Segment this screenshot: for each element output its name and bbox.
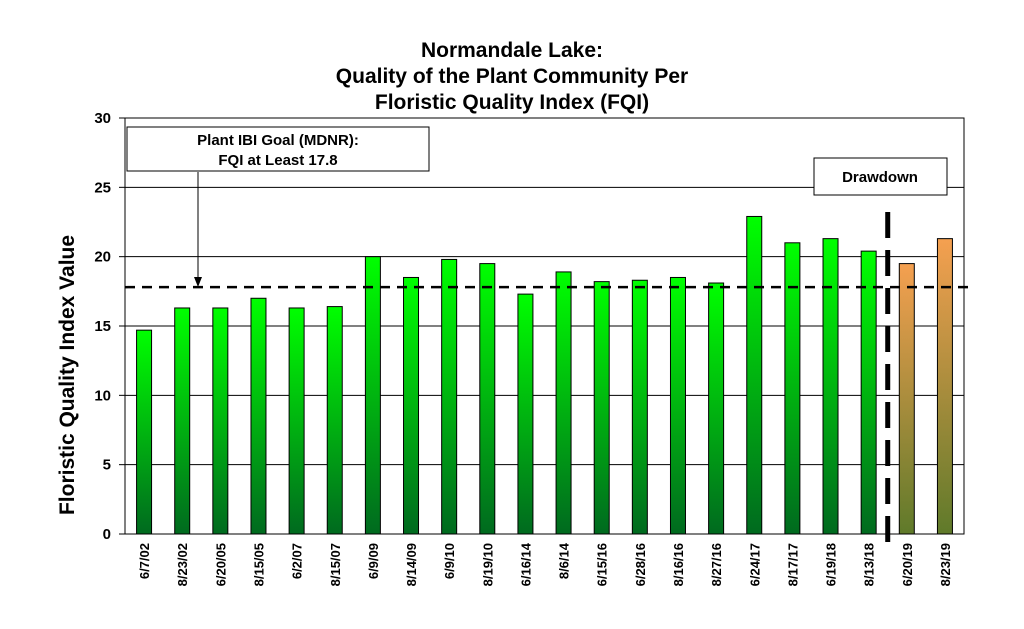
bar-8-13-18 bbox=[860, 250, 877, 535]
x-tick-label-6-9-09: 6/9/09 bbox=[366, 543, 381, 579]
x-tick-label-6-19-18: 6/19/18 bbox=[824, 543, 839, 586]
x-tick-label-8-15-05: 8/15/05 bbox=[251, 543, 266, 586]
x-tick-label-8-6-14: 8/6/14 bbox=[557, 542, 572, 579]
bar-8-23-02 bbox=[174, 307, 191, 535]
y-tick-label-30: 30 bbox=[94, 110, 111, 127]
bar-6-19-18 bbox=[822, 238, 839, 535]
x-tick-label-6-20-19: 6/20/19 bbox=[900, 543, 915, 586]
x-tick-label-8-13-18: 8/13/18 bbox=[862, 543, 877, 586]
x-tick-label-8-23-19: 8/23/19 bbox=[938, 543, 953, 586]
y-tick-label-25: 25 bbox=[94, 179, 111, 196]
bars bbox=[136, 215, 953, 535]
x-tick-label-6-28-16: 6/28/16 bbox=[633, 543, 648, 586]
bar-6-15-16 bbox=[593, 281, 610, 535]
x-tick-label-6-7-02: 6/7/02 bbox=[137, 543, 152, 579]
x-tick-label-6-15-16: 6/15/16 bbox=[595, 543, 610, 586]
bar-8-16-16 bbox=[669, 276, 686, 535]
y-tick-label-15: 15 bbox=[94, 318, 111, 335]
y-tick-label-5: 5 bbox=[103, 457, 111, 474]
goal-arrow-head bbox=[194, 277, 202, 287]
y-axis-label: Floristic Quality Index Value bbox=[56, 235, 79, 515]
chart-title-line-2: Quality of the Plant Community Per bbox=[336, 65, 688, 88]
x-tick-label-8-23-02: 8/23/02 bbox=[175, 543, 190, 586]
y-tick-label-0: 0 bbox=[103, 526, 111, 543]
bar-6-7-02 bbox=[136, 329, 153, 535]
bar-6-24-17 bbox=[746, 215, 763, 535]
bar-6-28-16 bbox=[631, 279, 648, 535]
x-tick-label-6-9-10: 6/9/10 bbox=[442, 543, 457, 579]
y-tick-label-20: 20 bbox=[94, 249, 111, 266]
bar-8-15-07 bbox=[326, 306, 343, 535]
x-tick-label-8-19-10: 8/19/10 bbox=[480, 543, 495, 586]
goal-annotation: Plant IBI Goal (MDNR): FQI at Least 17.8 bbox=[126, 126, 430, 287]
bar-6-20-05 bbox=[212, 307, 229, 535]
goal-annotation-line-2: FQI at Least 17.8 bbox=[218, 152, 337, 169]
bar-8-6-14 bbox=[555, 271, 572, 535]
bar-8-15-05 bbox=[250, 297, 267, 535]
x-tick-label-6-24-17: 6/24/17 bbox=[747, 543, 762, 586]
drawdown-label: Drawdown bbox=[842, 169, 918, 186]
x-tick-labels: 6/7/02 8/23/02 6/20/05 8/15/05 6/2/07 8/15/07… bbox=[137, 542, 953, 586]
bar-8-14-09 bbox=[403, 276, 420, 535]
plot-area-border bbox=[124, 117, 965, 535]
bar-8-27-16 bbox=[708, 282, 725, 535]
x-tick-label-8-15-07: 8/15/07 bbox=[328, 543, 343, 586]
goal-annotation-box bbox=[126, 126, 430, 172]
x-tick-label-8-27-16: 8/27/16 bbox=[709, 543, 724, 586]
x-tick-label-6-2-07: 6/2/07 bbox=[290, 543, 305, 579]
y-tick-label-10: 10 bbox=[94, 387, 111, 404]
bar-6-16-14 bbox=[517, 293, 534, 535]
chart-title: Normandale Lake: Quality of the Plant Co… bbox=[336, 39, 688, 114]
bar-8-19-10 bbox=[479, 263, 496, 535]
bar-6-9-10 bbox=[441, 258, 458, 535]
drawdown-box bbox=[813, 157, 948, 196]
bar-6-2-07 bbox=[288, 307, 305, 535]
chart-title-line-1: Normandale Lake: bbox=[421, 39, 603, 62]
bar-6-20-19 bbox=[898, 263, 915, 535]
bar-8-23-19 bbox=[936, 238, 953, 535]
y-tick-labels: 0 5 10 15 20 25 30 bbox=[94, 110, 125, 543]
drawdown-annotation: Drawdown bbox=[813, 157, 948, 196]
x-tick-label-8-17-17: 8/17/17 bbox=[785, 543, 800, 586]
x-tick-label-6-16-14: 6/16/14 bbox=[518, 542, 533, 586]
x-tick-label-8-16-16: 8/16/16 bbox=[671, 543, 686, 586]
bar-6-9-09 bbox=[364, 256, 381, 535]
chart-title-line-3: Floristic Quality Index (FQI) bbox=[375, 91, 649, 114]
goal-annotation-line-1: Plant IBI Goal (MDNR): bbox=[197, 132, 359, 149]
x-tick-label-8-14-09: 8/14/09 bbox=[404, 543, 419, 586]
x-tick-label-6-20-05: 6/20/05 bbox=[213, 543, 228, 586]
